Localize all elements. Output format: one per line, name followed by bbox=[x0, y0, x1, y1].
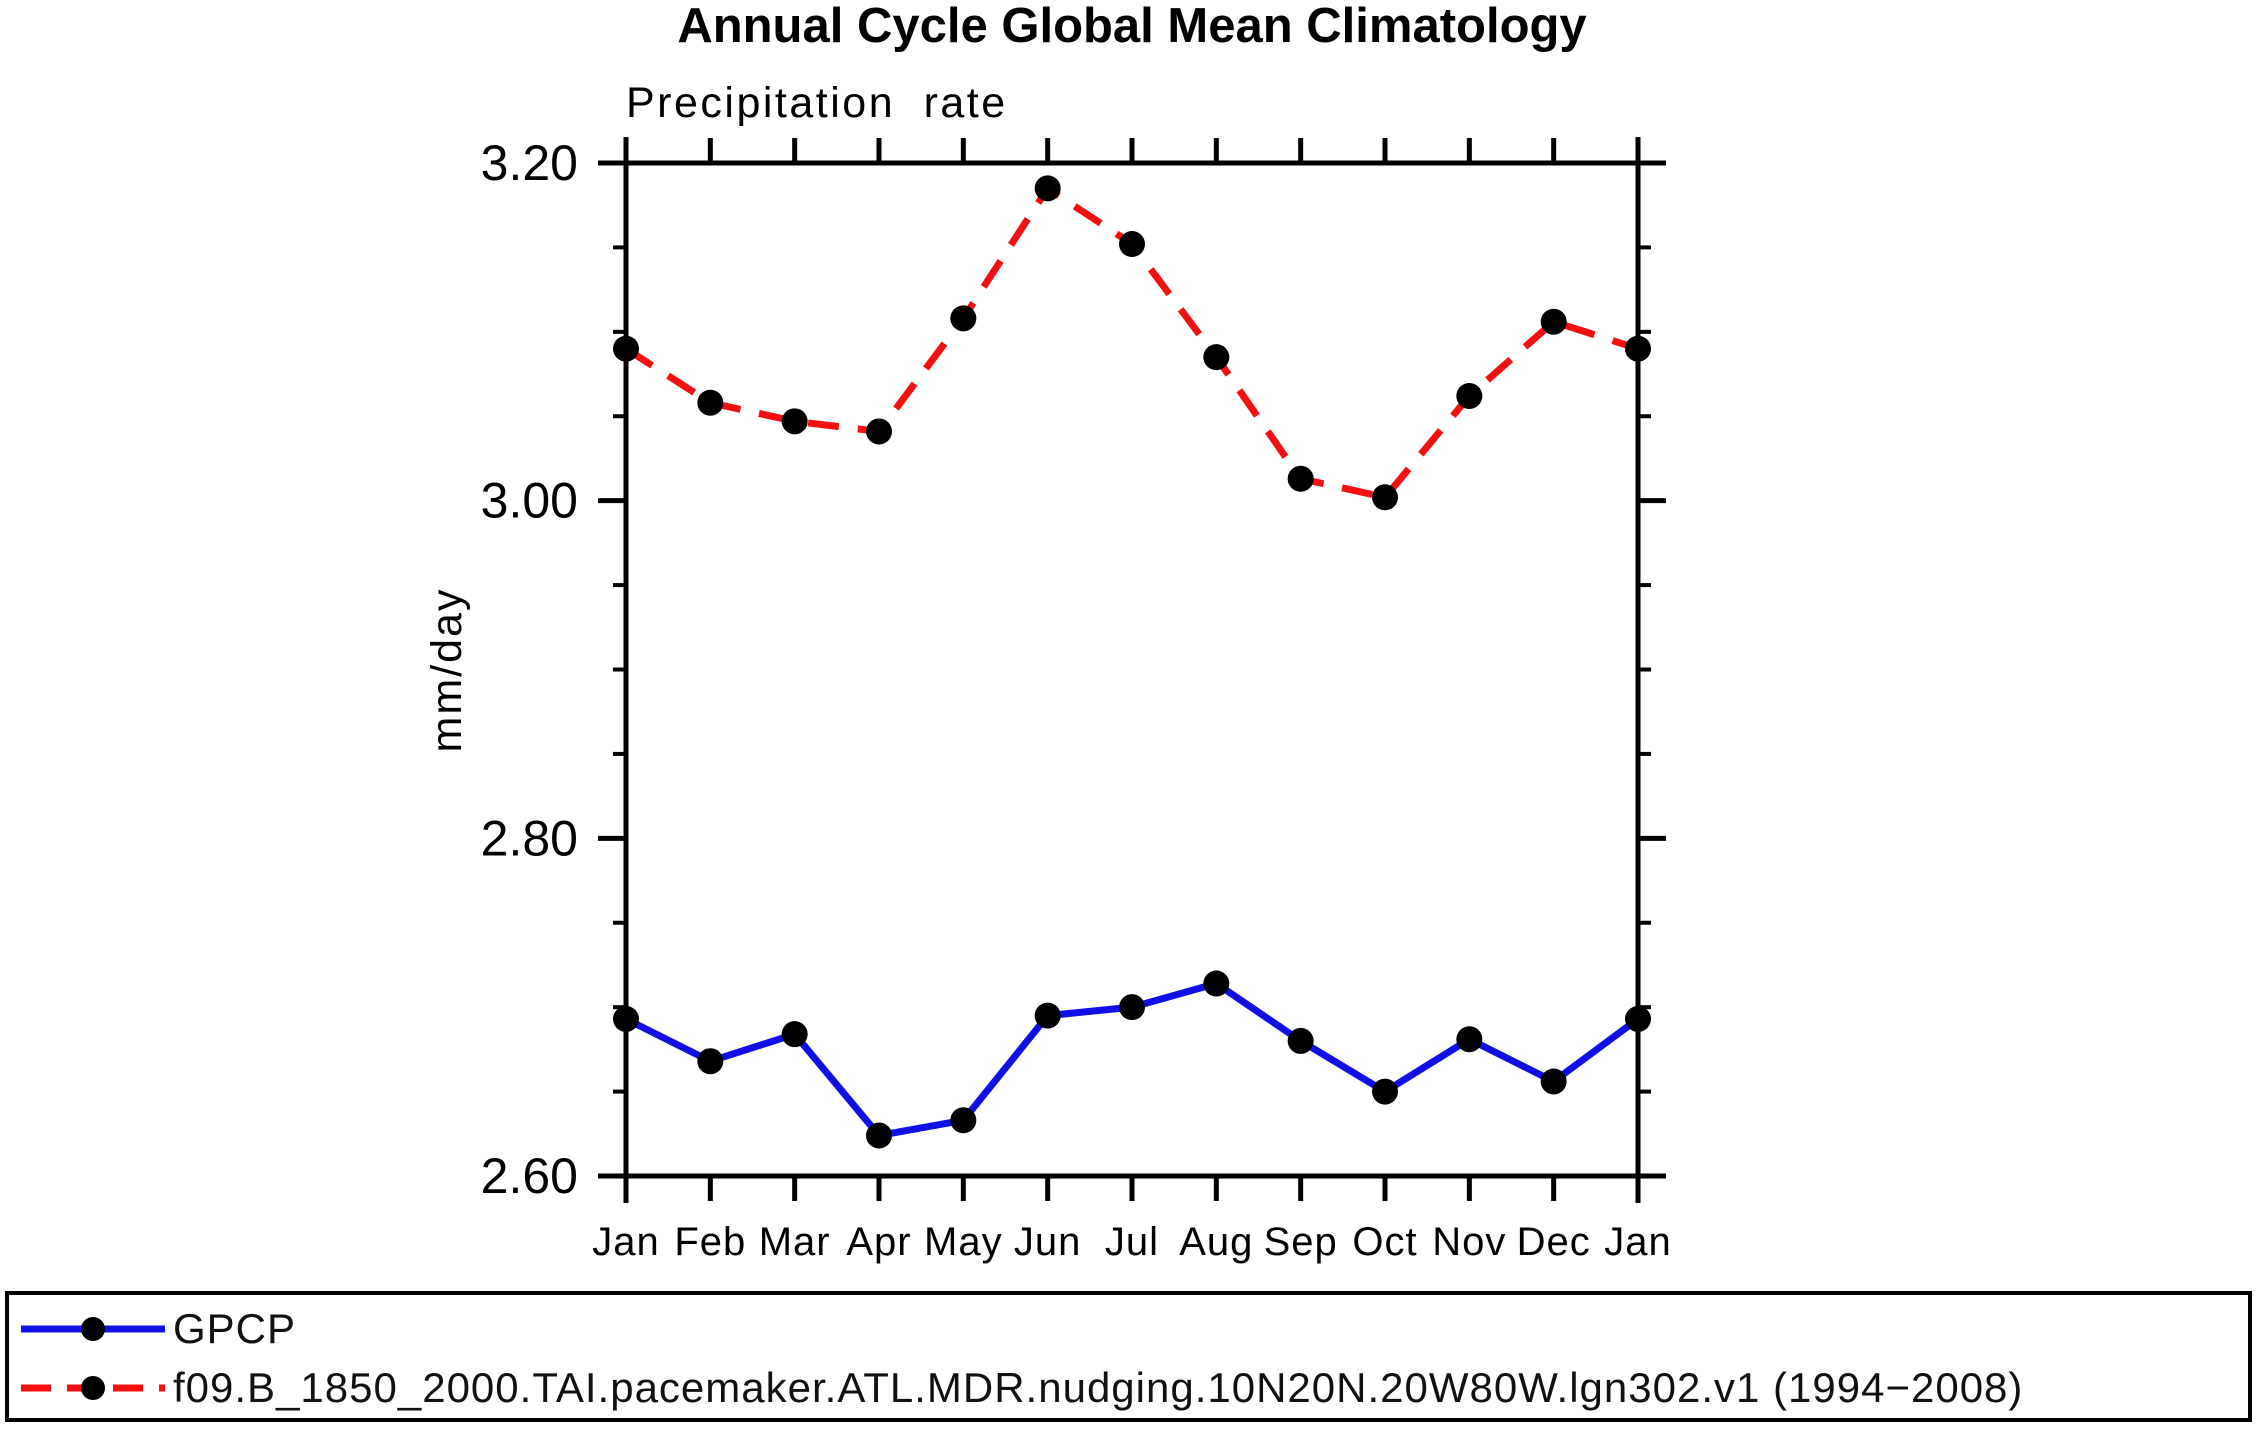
x-tick-label: Apr bbox=[846, 1220, 911, 1264]
model-point-Dec bbox=[1540, 308, 1567, 335]
gpcp-point-Nov bbox=[1456, 1026, 1483, 1053]
y-tick-label: 3.20 bbox=[481, 135, 578, 191]
gpcp-point-Mar bbox=[781, 1021, 808, 1048]
x-tick-label: Oct bbox=[1352, 1220, 1417, 1264]
model-point-Jun bbox=[1034, 175, 1061, 202]
model-point-Sep bbox=[1287, 465, 1314, 492]
legend-label-model: f09.B_1850_2000.TAI.pacemaker.ATL.MDR.nu… bbox=[173, 1364, 2024, 1411]
gpcp-point-Dec bbox=[1540, 1068, 1567, 1095]
model-point-Feb bbox=[697, 389, 724, 416]
gpcp-line-marker-icon bbox=[21, 1317, 165, 1341]
gpcp-point-Sep bbox=[1287, 1027, 1314, 1054]
y-tick-label: 2.60 bbox=[481, 1148, 578, 1204]
x-tick-label: Sep bbox=[1264, 1220, 1338, 1264]
x-tick-label: Feb bbox=[674, 1220, 746, 1264]
model-line-marker-icon bbox=[21, 1376, 165, 1400]
y-tick-label: 2.80 bbox=[481, 810, 578, 866]
x-tick-label: Jul bbox=[1105, 1220, 1159, 1264]
model-point-Aug bbox=[1203, 344, 1230, 371]
y-axis-label: mm/day bbox=[423, 588, 471, 753]
gpcp-point-Jan bbox=[1625, 1005, 1651, 1032]
x-tick-label: Jan bbox=[1604, 1220, 1672, 1264]
chart-subtitle: Precipitation rate bbox=[626, 79, 1008, 127]
model-point-May bbox=[950, 305, 977, 332]
legend-entry-gpcp: GPCP bbox=[17, 1305, 297, 1352]
legend-entry-model: f09.B_1850_2000.TAI.pacemaker.ATL.MDR.nu… bbox=[17, 1364, 2024, 1411]
model-point-Oct bbox=[1372, 484, 1398, 511]
gpcp-point-Jan bbox=[613, 1005, 639, 1032]
gpcp-point-Apr bbox=[866, 1122, 892, 1149]
gpcp-point-Aug bbox=[1203, 970, 1230, 997]
gpcp-point-Oct bbox=[1372, 1078, 1398, 1105]
gpcp-point-Jun bbox=[1034, 1002, 1061, 1029]
legend-box: GPCP f09.B_1850_2000.TAI.pacemaker.ATL.M… bbox=[5, 1291, 2252, 1422]
legend-label-gpcp: GPCP bbox=[173, 1305, 297, 1352]
model-point-Apr bbox=[866, 418, 892, 445]
x-tick-label: Jun bbox=[1014, 1220, 1082, 1264]
model-point-Mar bbox=[781, 408, 808, 435]
x-tick-label: May bbox=[924, 1220, 1003, 1264]
x-tick-label: Aug bbox=[1179, 1220, 1253, 1264]
x-tick-label: Jan bbox=[592, 1220, 660, 1264]
chart-title: Annual Cycle Global Mean Climatology bbox=[677, 0, 1586, 53]
model-point-Nov bbox=[1456, 382, 1483, 409]
x-tick-label: Dec bbox=[1517, 1220, 1591, 1264]
x-tick-label: Nov bbox=[1432, 1220, 1506, 1264]
gpcp-point-Feb bbox=[697, 1048, 724, 1075]
x-tick-label: Mar bbox=[759, 1220, 831, 1264]
model-point-Jul bbox=[1119, 231, 1145, 258]
gpcp-point-May bbox=[950, 1107, 977, 1134]
model-point-Jan bbox=[1625, 335, 1651, 362]
y-tick-label: 3.00 bbox=[481, 473, 578, 529]
gpcp-point-Jul bbox=[1119, 994, 1145, 1021]
model-point-Jan bbox=[613, 335, 639, 362]
